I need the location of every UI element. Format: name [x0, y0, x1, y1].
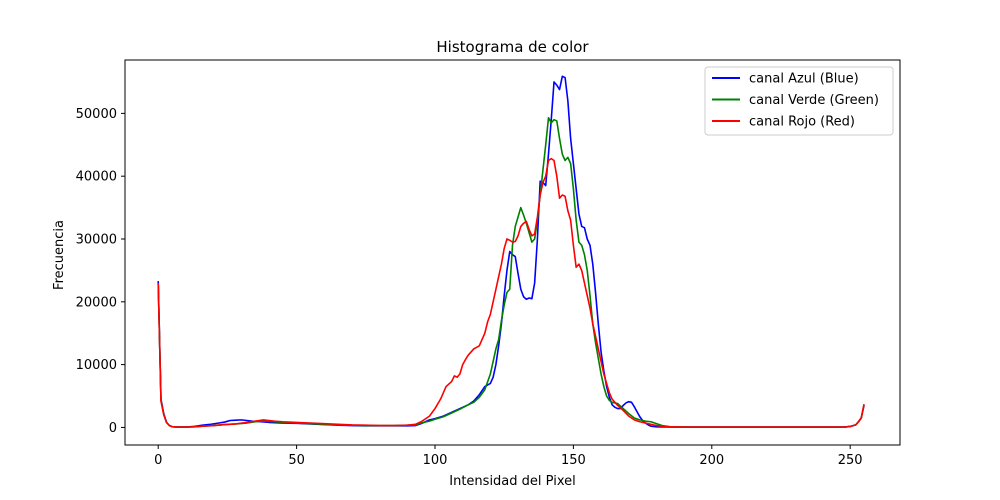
- y-tick-label: 0: [109, 421, 117, 436]
- plot-frame: [124, 59, 901, 446]
- chart-title: Histograma de color: [436, 38, 589, 56]
- x-tick-label: 150: [561, 453, 586, 468]
- legend: canal Azul (Blue) canal Verde (Green) cana…: [704, 66, 894, 136]
- y-tick-label: 40000: [76, 170, 117, 185]
- y-tick-label: 50000: [76, 107, 117, 122]
- series-line-2: [157, 157, 865, 428]
- y-tick-label: 10000: [76, 358, 117, 373]
- y-axis: 0 10000 20000 30000 40000 50000: [76, 107, 125, 436]
- legend-label-2: canal Rojo (Red): [749, 115, 855, 130]
- x-tick-label: 0: [154, 453, 162, 468]
- y-tick-label: 20000: [76, 295, 117, 310]
- x-axis: 0 50 100 150 200 250: [154, 445, 863, 468]
- y-tick-label: 30000: [76, 232, 117, 247]
- y-axis-label: Frecuencia: [52, 220, 67, 290]
- x-tick-label: 200: [699, 453, 724, 468]
- x-tick-label: 100: [423, 453, 448, 468]
- legend-label-1: canal Verde (Green): [749, 93, 879, 108]
- legend-box: [704, 66, 894, 136]
- x-axis-label: Intensidad del Pixel: [449, 474, 575, 489]
- legend-label-0: canal Azul (Blue): [749, 72, 859, 87]
- x-tick-label: 50: [288, 453, 305, 468]
- x-tick-label: 250: [838, 453, 863, 468]
